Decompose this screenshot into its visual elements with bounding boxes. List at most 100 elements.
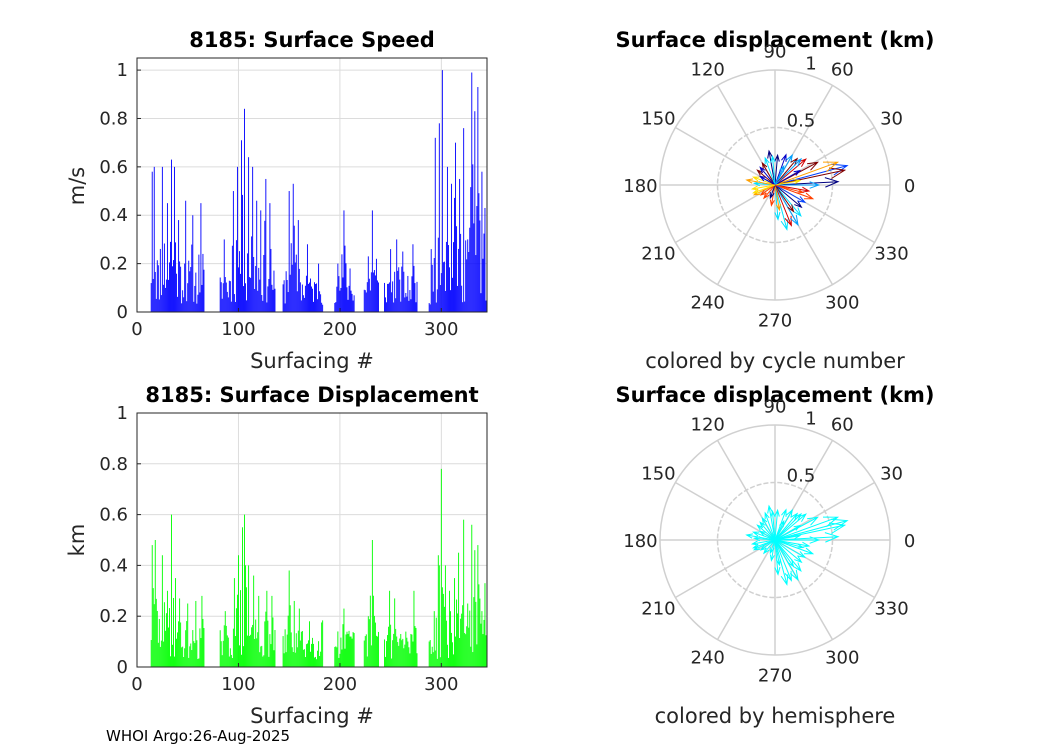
bar: [463, 128, 465, 312]
bar: [291, 264, 293, 312]
bar: [472, 652, 474, 667]
bar: [475, 255, 477, 312]
polar-hemisphere-caption: colored by hemisphere: [655, 704, 896, 728]
bar: [171, 159, 172, 312]
bar: [184, 648, 186, 667]
bar: [177, 632, 179, 667]
bar: [394, 598, 396, 667]
bar: [180, 266, 182, 312]
bar: [478, 193, 480, 312]
bar: [187, 283, 189, 312]
bar: [377, 631, 379, 667]
bar: [345, 634, 347, 667]
bar: [414, 283, 416, 312]
bar: [311, 286, 312, 312]
bar: [473, 597, 475, 667]
bar: [190, 643, 192, 667]
bar: [479, 220, 481, 312]
bar: [306, 244, 308, 312]
bar: [367, 256, 369, 312]
bar: [263, 655, 265, 667]
displacement-arrow: [774, 169, 802, 186]
x-tick-label: 100: [221, 674, 255, 695]
bar: [159, 248, 161, 312]
displacement-arrow: [767, 149, 776, 186]
bar: [200, 637, 202, 667]
displacement-arrow: [770, 509, 776, 541]
polar-spoke: [716, 184, 776, 285]
bar: [196, 640, 198, 667]
displacement-arrow: [774, 539, 802, 572]
bar: [369, 595, 371, 667]
displacement-arrow: [756, 524, 776, 541]
radius-label: 0.5: [787, 110, 816, 131]
bar: [400, 633, 402, 667]
displacement-arrow: [767, 504, 776, 541]
bar: [458, 552, 460, 667]
displacement-arrow: [764, 511, 776, 541]
bar: [222, 283, 224, 312]
bar: [197, 659, 199, 667]
bar: [261, 294, 263, 312]
bar: [182, 290, 184, 312]
bar: [433, 611, 435, 667]
polar-hemisphere-chart: Surface displacement (km) colored by hem…: [615, 383, 934, 728]
bar: [303, 649, 305, 667]
angle-label: 270: [758, 666, 792, 687]
bar: [284, 303, 286, 312]
bar: [188, 260, 190, 312]
displacement-arrow: [774, 519, 785, 541]
bar: [156, 260, 158, 312]
bar: [391, 658, 393, 667]
bar: [231, 245, 233, 312]
displacement-chart: 8185: Surface Displacement Surfacing # k…: [65, 383, 488, 728]
bar: [404, 297, 406, 312]
bar: [244, 108, 245, 312]
bar: [179, 598, 181, 667]
bar: [460, 618, 462, 667]
bar: [293, 600, 295, 667]
bar: [484, 583, 486, 667]
bar: [369, 290, 371, 312]
bar: [350, 636, 352, 667]
bar: [192, 630, 194, 667]
bar: [232, 191, 234, 312]
bar: [274, 288, 276, 312]
bar: [402, 638, 404, 667]
bar: [182, 646, 184, 667]
bar: [295, 633, 297, 667]
angle-label: 330: [874, 598, 908, 619]
bar: [386, 302, 388, 312]
bar: [428, 641, 430, 667]
bar: [481, 171, 483, 312]
bar: [470, 187, 472, 312]
bar: [223, 239, 225, 312]
polar-spoke: [675, 126, 776, 186]
bar: [235, 240, 237, 312]
displacement-arrow: [774, 161, 840, 186]
bar: [384, 639, 385, 667]
bar: [254, 288, 256, 312]
bar: [174, 166, 175, 312]
bar: [476, 206, 478, 312]
bar: [257, 290, 259, 312]
bar: [462, 302, 464, 312]
bar: [431, 264, 433, 312]
bar: [318, 263, 320, 312]
bar: [319, 291, 321, 312]
bar: [485, 635, 487, 667]
bar: [263, 254, 265, 312]
displacement-arrow: [761, 516, 776, 541]
bar: [312, 637, 313, 667]
bar: [440, 273, 442, 312]
bar: [433, 258, 435, 312]
bar: [465, 634, 467, 667]
displacement-arrow: [774, 539, 781, 567]
bar: [248, 565, 250, 667]
bar: [316, 659, 318, 667]
speed-x-axis-label: Surfacing #: [250, 349, 374, 373]
bar: [348, 630, 350, 667]
bar: [466, 626, 468, 667]
bar: [274, 630, 276, 667]
bar: [366, 656, 368, 667]
